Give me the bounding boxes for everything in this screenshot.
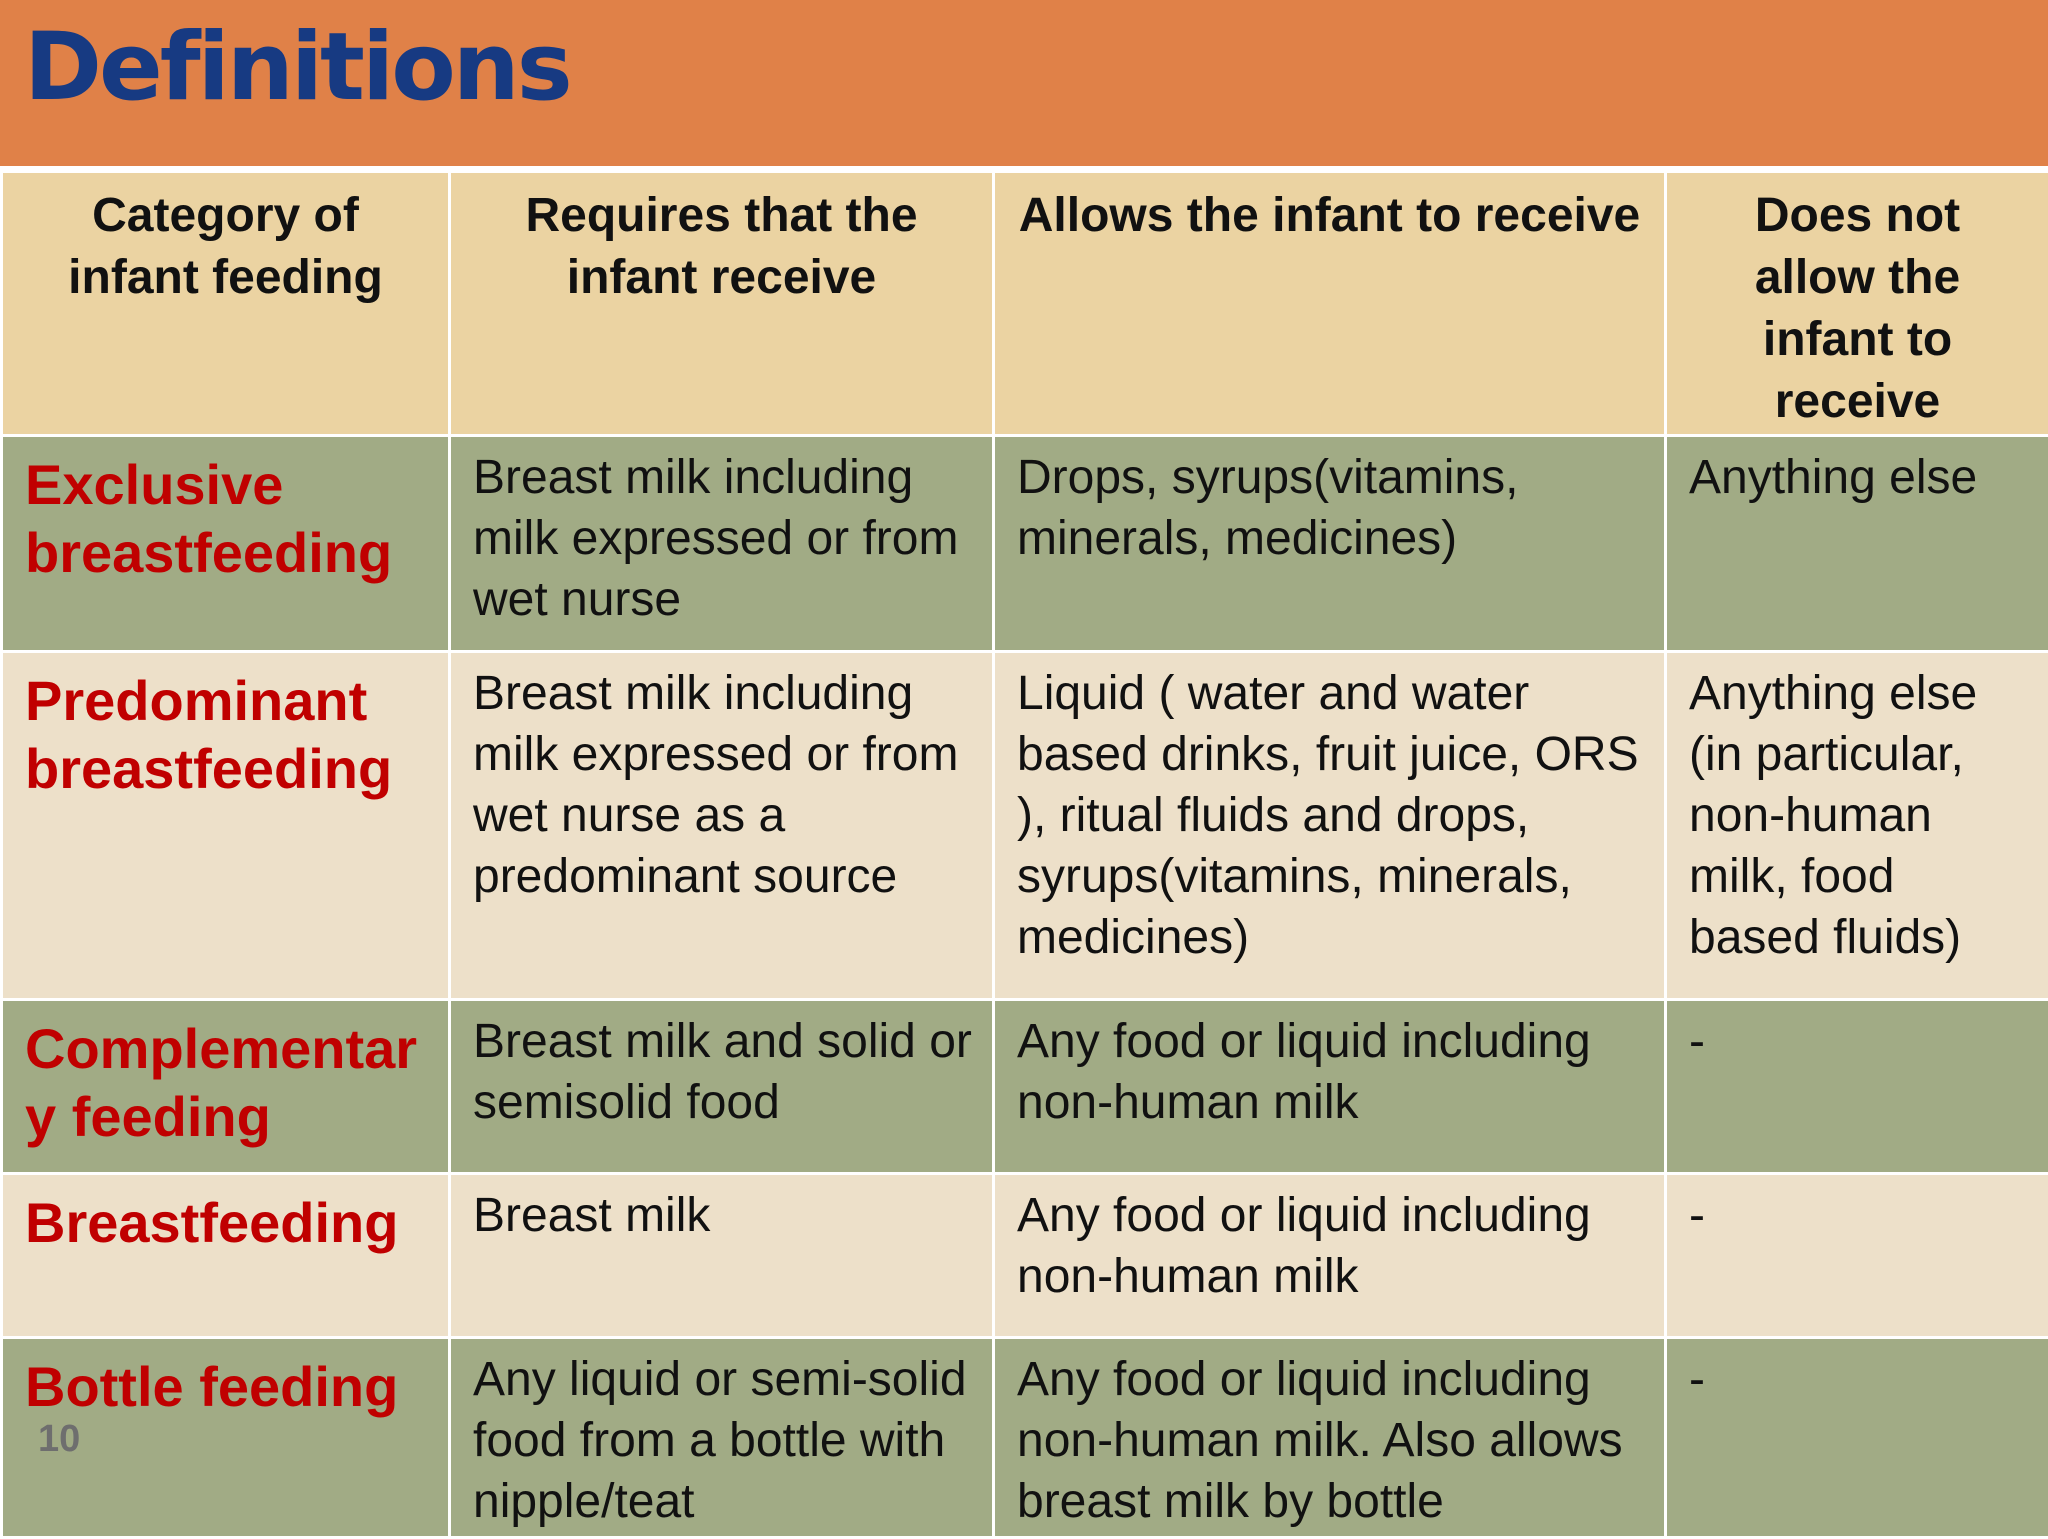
row-requires: Breast milk including milk expressed or …: [450, 436, 994, 652]
title-bar: Definitions: [0, 0, 2048, 166]
header-category: Category of infant feeding: [2, 172, 450, 436]
row-allows: Any food or liquid including non-human m…: [994, 1000, 1666, 1174]
row-category: Predominant breastfeeding: [2, 652, 450, 1000]
header-not-allowed: Does not allow the infant to receive: [1666, 172, 2048, 436]
header-allows: Allows the infant to receive: [994, 172, 1666, 436]
row-category: Complementary feeding: [2, 1000, 450, 1174]
row-not-allowed: -: [1666, 1174, 2048, 1338]
slide-number: 10: [38, 1418, 80, 1461]
row-not-allowed: Anything else: [1666, 436, 2048, 652]
table-row: Complementary feeding Breast milk and so…: [2, 1000, 2048, 1174]
row-category: Exclusive breastfeeding: [2, 436, 450, 652]
row-not-allowed: -: [1666, 1338, 2048, 1538]
row-category-text: Complementary feeding: [25, 1017, 417, 1148]
row-requires: Any liquid or semi-solid food from a bot…: [450, 1338, 994, 1538]
row-not-allowed: -: [1666, 1000, 2048, 1174]
header-requires: Requires that the infant receive: [450, 172, 994, 436]
row-allows: Liquid ( water and water based drinks, f…: [994, 652, 1666, 1000]
row-allows: Any food or liquid including non-human m…: [994, 1338, 1666, 1538]
row-requires: Breast milk: [450, 1174, 994, 1338]
row-requires: Breast milk and solid or semisolid food: [450, 1000, 994, 1174]
row-allows: Any food or liquid including non-human m…: [994, 1174, 1666, 1338]
header-row: Category of infant feeding Requires that…: [2, 172, 2048, 436]
definitions-table: Category of infant feeding Requires that…: [0, 170, 2048, 1539]
table-row: Predominant breastfeeding Breast milk in…: [2, 652, 2048, 1000]
page-title: Definitions: [24, 10, 570, 126]
table-row: Breastfeeding Breast milk Any food or li…: [2, 1174, 2048, 1338]
row-not-allowed: Anything else (in particular, non-human …: [1666, 652, 2048, 1000]
row-requires: Breast milk including milk expressed or …: [450, 652, 994, 1000]
row-category: Breastfeeding: [2, 1174, 450, 1338]
table-row: Exclusive breastfeeding Breast milk incl…: [2, 436, 2048, 652]
table-row: Bottle feeding Any liquid or semi-solid …: [2, 1338, 2048, 1538]
row-allows: Drops, syrups(vitamins, minerals, medici…: [994, 436, 1666, 652]
